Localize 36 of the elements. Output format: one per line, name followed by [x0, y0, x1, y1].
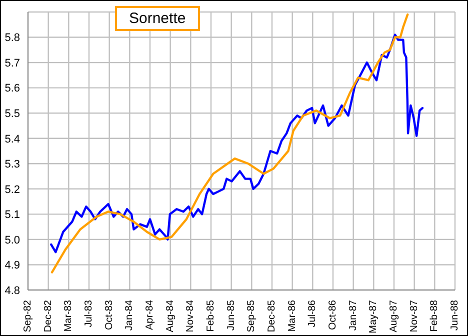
- x-tick-label: Jan-87: [348, 300, 359, 331]
- x-tick-label: May-87: [368, 300, 380, 334]
- x-tick-label: Oct-83: [104, 300, 115, 330]
- x-tick-label: Dec-82: [42, 300, 54, 332]
- y-tick-label: 4.9: [4, 260, 20, 272]
- x-tick-label: Sep-82: [22, 300, 34, 332]
- x-tick-label: Apr-84: [144, 300, 156, 330]
- y-tick-label: 5.0: [4, 234, 20, 246]
- text: Sornette: [115, 6, 200, 31]
- x-tick-label: Jul-83: [84, 300, 94, 328]
- x-tick-label: Jul-86: [307, 300, 318, 328]
- y-tick-label: 5.5: [4, 108, 20, 120]
- x-tick-label: Jun-88: [450, 300, 460, 331]
- y-tick-label: 5.4: [4, 133, 20, 146]
- x-tick-label: Mar-83: [63, 300, 74, 332]
- line-series: [50, 13, 409, 274]
- x-tick-label: Dec-85: [266, 300, 278, 332]
- y-tick-label: 5.8: [4, 32, 20, 44]
- x-tick-label: Feb-88: [429, 300, 440, 332]
- x-tick-label: Aug-84: [164, 300, 176, 332]
- line-series: [50, 34, 424, 254]
- x-tick-label: Sep-85: [246, 300, 258, 332]
- x-tick-label: Oct-86: [328, 300, 338, 330]
- x-tick-label: Jun-85: [226, 300, 237, 331]
- x-tick-label: Mar-86: [286, 300, 298, 332]
- y-tick-label: 5.6: [4, 82, 20, 95]
- x-tick-label: Nov-87: [408, 300, 420, 332]
- x-tick-label: Jan-84: [124, 300, 136, 331]
- y-tick-label: 4.8: [4, 284, 20, 297]
- y-tick-label: 5.3: [4, 158, 20, 171]
- y-tick-label: 5.7: [4, 57, 20, 70]
- x-tick-label: Aug-87: [388, 300, 400, 332]
- x-tick-label: Nov-84: [185, 300, 196, 332]
- x-tick-label: Feb-85: [206, 300, 216, 332]
- y-tick-label: 5.1: [4, 209, 20, 222]
- y-tick-label: 5.2: [4, 184, 20, 196]
